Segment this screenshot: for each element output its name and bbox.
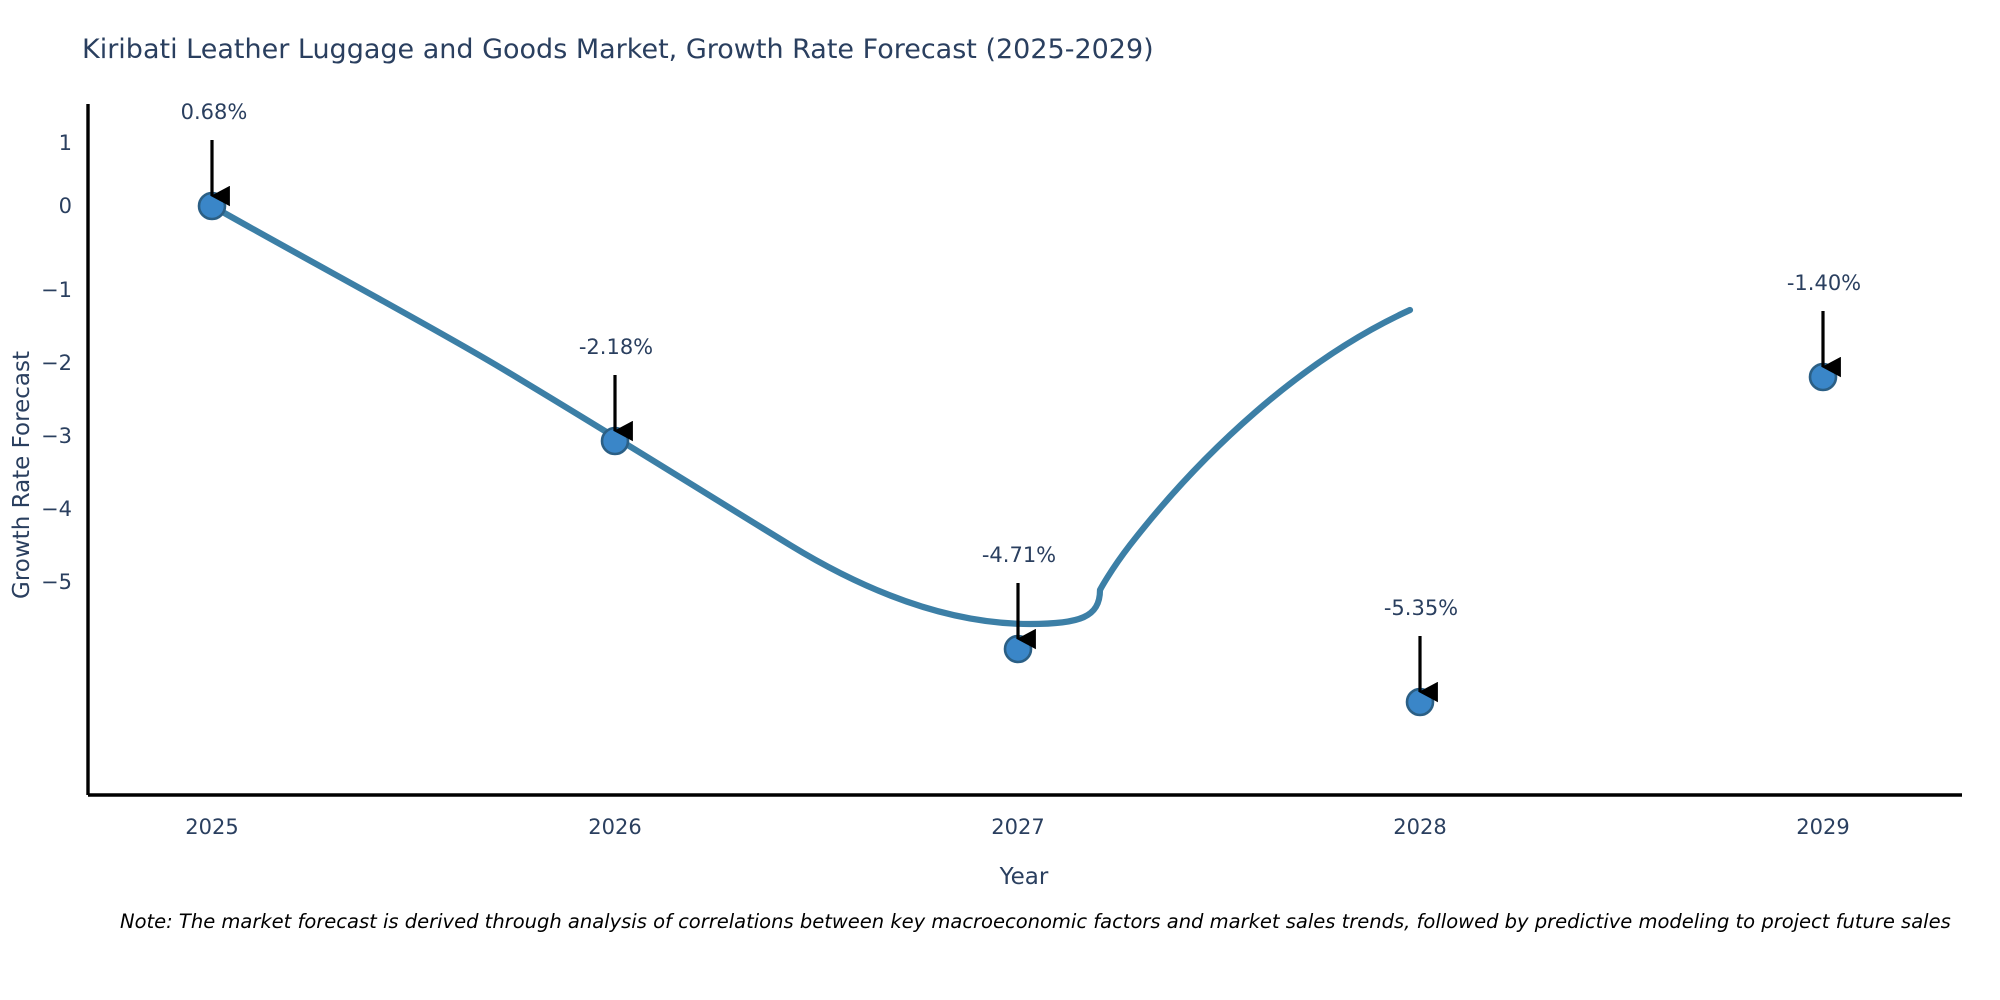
y-tick-label: −2	[41, 351, 72, 375]
y-tick-label: −3	[41, 424, 72, 448]
y-tick-label: −5	[41, 570, 72, 594]
data-point-marker	[197, 191, 227, 221]
y-tick-label: 1	[58, 131, 72, 155]
x-tick-label: 2025	[185, 815, 239, 839]
y-axis-title: Growth Rate Forecast	[9, 351, 35, 599]
y-tick-label: −4	[41, 497, 72, 521]
axis-spines	[86, 104, 1962, 797]
data-point-marker	[1405, 687, 1435, 717]
data-point-label: -1.40%	[1786, 271, 1862, 295]
data-point-marker	[1003, 634, 1033, 664]
y-tick-label: −1	[41, 278, 72, 302]
data-point-marker	[1808, 362, 1838, 392]
x-axis-title: Year	[999, 864, 1049, 890]
data-series-line	[208, 202, 1414, 628]
x-tick-label: 2029	[1796, 815, 1850, 839]
data-point-label: -4.71%	[981, 543, 1057, 567]
chart-note: Note: The market forecast is derived thr…	[120, 910, 1951, 933]
chart-title: Kiribati Leather Luggage and Goods Marke…	[82, 34, 1154, 65]
data-point-label: -2.18%	[578, 335, 654, 359]
x-tick-label: 2027	[991, 815, 1045, 839]
data-point-label: 0.68%	[180, 100, 248, 124]
y-tick-label: 0	[58, 194, 72, 218]
data-point-marker	[600, 426, 630, 456]
data-point-label: -5.35%	[1383, 596, 1459, 620]
x-tick-label: 2026	[588, 815, 642, 839]
annotation-arrows	[210, 140, 1841, 703]
x-tick-label: 2028	[1393, 815, 1447, 839]
